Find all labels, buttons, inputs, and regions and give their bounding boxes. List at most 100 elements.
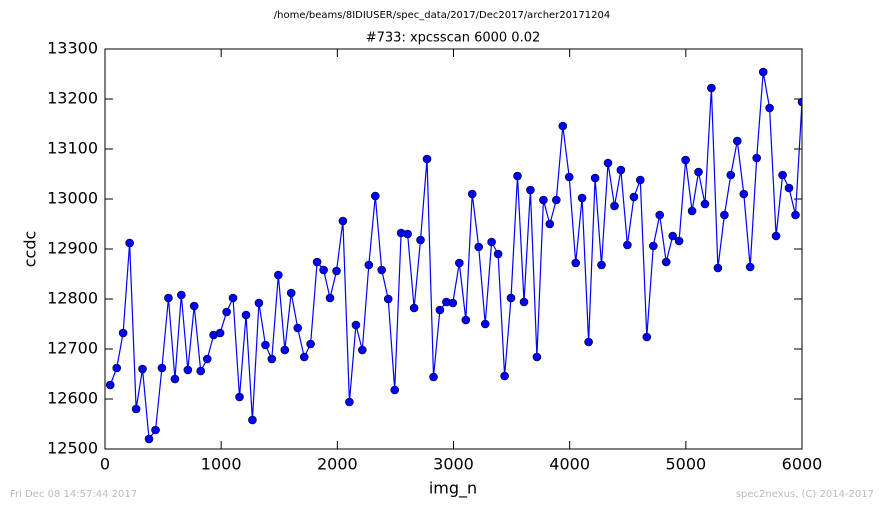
data-point (455, 258, 464, 268)
data-point (571, 258, 581, 268)
data-point (519, 297, 529, 307)
x-tick-label: 0 (100, 455, 110, 474)
x-axis-label: img_n (429, 479, 477, 499)
data-point (603, 158, 613, 168)
data-point (448, 298, 458, 308)
data-point (539, 195, 548, 205)
data-point (189, 301, 199, 311)
data-point (461, 315, 471, 325)
data-point (784, 183, 794, 193)
data-point (170, 374, 180, 384)
data-point (707, 83, 716, 93)
data-point (254, 298, 264, 308)
data-point (694, 167, 703, 177)
data-point (713, 263, 723, 273)
data-point (577, 193, 587, 203)
data-point (668, 231, 678, 241)
data-point (332, 266, 341, 276)
data-point (293, 323, 303, 333)
data-point (383, 294, 393, 304)
data-point (590, 173, 600, 183)
data-point (235, 392, 244, 402)
data-point (771, 231, 781, 241)
data-point (791, 210, 800, 220)
data-point (655, 210, 664, 220)
data-point (674, 236, 684, 246)
data-point (616, 165, 626, 175)
plot-frame (104, 48, 803, 450)
data-point (157, 363, 167, 373)
data-point (635, 175, 645, 185)
data-point (758, 67, 768, 77)
data-point (112, 363, 122, 373)
y-tick-label: 13100 (47, 139, 98, 158)
data-point (629, 192, 639, 202)
x-tick-label: 6000 (782, 455, 823, 474)
data-point (151, 425, 160, 435)
data-point (351, 320, 361, 330)
data-point (422, 154, 432, 164)
data-point (623, 240, 632, 250)
data-point (739, 189, 749, 199)
data-point (280, 345, 290, 355)
data-point (409, 303, 419, 313)
data-point (299, 352, 309, 362)
x-tick-label: 5000 (665, 455, 706, 474)
y-tick-label: 12800 (47, 289, 98, 308)
data-point (564, 172, 574, 182)
data-point (681, 155, 690, 165)
data-point (261, 340, 270, 350)
data-point (306, 339, 315, 349)
data-point (364, 260, 374, 270)
y-tick-label: 13300 (47, 39, 98, 58)
x-tick-label: 3000 (433, 455, 474, 474)
data-point (164, 293, 173, 303)
data-point (390, 385, 400, 395)
data-point (467, 189, 477, 199)
data-point (797, 97, 802, 107)
data-point (765, 103, 774, 113)
data-point (131, 404, 141, 414)
data-point (222, 307, 231, 317)
data-point (144, 434, 154, 444)
data-point (610, 201, 619, 211)
data-point (325, 293, 335, 303)
data-point (726, 170, 736, 180)
data-point (493, 249, 503, 259)
data-point (500, 371, 509, 381)
data-point (745, 262, 755, 272)
data-point (778, 170, 787, 180)
data-point (480, 319, 490, 329)
data-point (513, 171, 522, 181)
data-point (642, 332, 652, 342)
footer-right: spec2nexus, (C) 2014-2017 (736, 489, 874, 500)
x-tick-label: 2000 (317, 455, 358, 474)
y-tick-label: 13200 (47, 89, 98, 108)
data-point (241, 310, 251, 320)
data-point (138, 364, 147, 374)
series (105, 67, 802, 444)
data-point (584, 337, 593, 347)
data-point (312, 257, 322, 267)
data-point (487, 237, 496, 247)
data-point (286, 288, 296, 298)
data-point (752, 153, 761, 163)
data-point (558, 121, 568, 131)
data-point (177, 290, 186, 300)
data-point (597, 260, 606, 270)
data-point (416, 235, 425, 245)
data-point (183, 365, 193, 375)
chart-title: #733: xpcsscan 6000 0.02 (366, 31, 541, 46)
data-point (429, 372, 438, 382)
data-point (118, 328, 128, 338)
data-point (532, 352, 542, 362)
data-point (732, 136, 742, 146)
y-axis-label: ccdc (21, 231, 40, 268)
data-point (700, 199, 710, 209)
data-point (125, 238, 134, 248)
data-point (228, 293, 238, 303)
data-point (319, 265, 328, 275)
data-point (105, 380, 115, 390)
y-tick-label: 12700 (47, 339, 98, 358)
